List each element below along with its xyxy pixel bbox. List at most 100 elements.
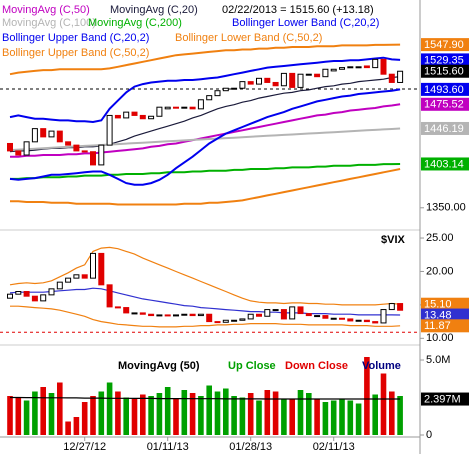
candle [372,321,379,324]
volume-bar [81,402,88,435]
candle [314,315,321,318]
candle [247,81,254,85]
value-badge-label: 1493.60 [424,84,464,96]
candle [280,72,287,87]
candle [98,144,105,166]
legend-entry: Bollinger Upper Band (C,50,2) [2,47,149,59]
candle [197,313,204,317]
legend-entry: Down Close [285,360,348,372]
volume-bar [256,400,262,435]
x-tick-label: 01/28/13 [229,441,272,453]
value-badge-label: 15.10 [424,299,452,311]
candle [363,65,370,69]
volume-bar [214,391,221,435]
volume-bar [380,373,387,435]
volume-bar [330,400,337,435]
volume-bar [106,382,113,435]
volume-bar [40,387,46,435]
value-badge-label: 1529.35 [424,54,464,66]
candle [206,313,213,323]
legend-entry: Up Close [228,360,276,372]
candle [181,313,188,316]
candle [56,281,63,290]
candle [106,284,113,308]
candle [65,277,72,283]
candle [247,313,254,320]
value-badge-label: 2.397M [424,393,461,405]
candle [380,58,387,75]
volume-bar [322,402,329,435]
candle [397,303,404,311]
candle [339,67,345,70]
candle [339,317,345,320]
indicator-line [9,43,401,76]
x-tick-label: 01/11/13 [147,441,189,453]
candle [256,313,262,317]
candle [15,291,22,295]
value-badge [421,38,469,52]
volume-bar [140,394,146,435]
volume-bar [181,390,188,435]
candle [164,314,171,317]
candle [305,313,312,317]
candle [231,319,238,322]
value-badge [421,392,469,406]
value-badge-label: 1475.52 [424,99,464,111]
y-tick-label: 10.00 [426,332,454,344]
candle [114,306,121,309]
candle [214,321,221,324]
volume-bar [264,390,271,435]
candle [231,87,238,90]
volume-bar [198,396,204,435]
candle [239,81,246,89]
volume-bar [57,382,63,435]
candle [222,319,229,323]
value-badge [421,157,469,171]
x-tick-label: 12/27/12 [63,441,106,453]
legend-entry: Bollinger Lower Band (C,20,2) [232,17,379,29]
indicator-line [10,163,401,180]
candle [280,309,287,320]
candle [123,111,130,119]
y-tick-label: 0 [426,429,432,441]
candle [90,252,96,279]
candle [148,115,155,120]
candle [81,150,88,153]
volume-bar [314,399,320,435]
candle [264,77,271,83]
panel-title: 02/22/2013 = 1515.60 (+13.18) [222,4,374,16]
candle [181,106,188,109]
y-tick-label: 25.00 [426,232,454,244]
indicator-line [10,103,401,158]
value-badge [421,97,469,111]
value-badge-label: 1403.14 [424,158,464,170]
candle [197,99,204,110]
indicator-line [9,287,401,316]
volume-bar [131,399,138,435]
value-badge [421,319,469,333]
volume-bar [164,387,171,435]
y-tick-label: 5.0M [426,354,450,366]
value-badge-label: 11.87 [424,320,451,332]
volume-bar [32,391,38,435]
volume-bar [355,403,362,435]
volume-bar [297,390,304,435]
candle [98,252,105,286]
candle [131,312,138,315]
volume-bar [65,421,71,435]
panel-title: $VIX [381,234,406,246]
candle [355,319,362,322]
candle [148,313,155,317]
value-badge [421,308,469,322]
candle [355,66,362,69]
volume-bar [272,391,279,435]
candle [239,318,246,321]
candle [272,81,279,87]
legend-entry: Bollinger Lower Band (C,50,2) [175,32,322,44]
volume-bar [98,391,105,435]
candle [48,288,55,296]
candle [65,141,72,146]
candle [81,274,88,279]
value-badge [421,53,469,67]
